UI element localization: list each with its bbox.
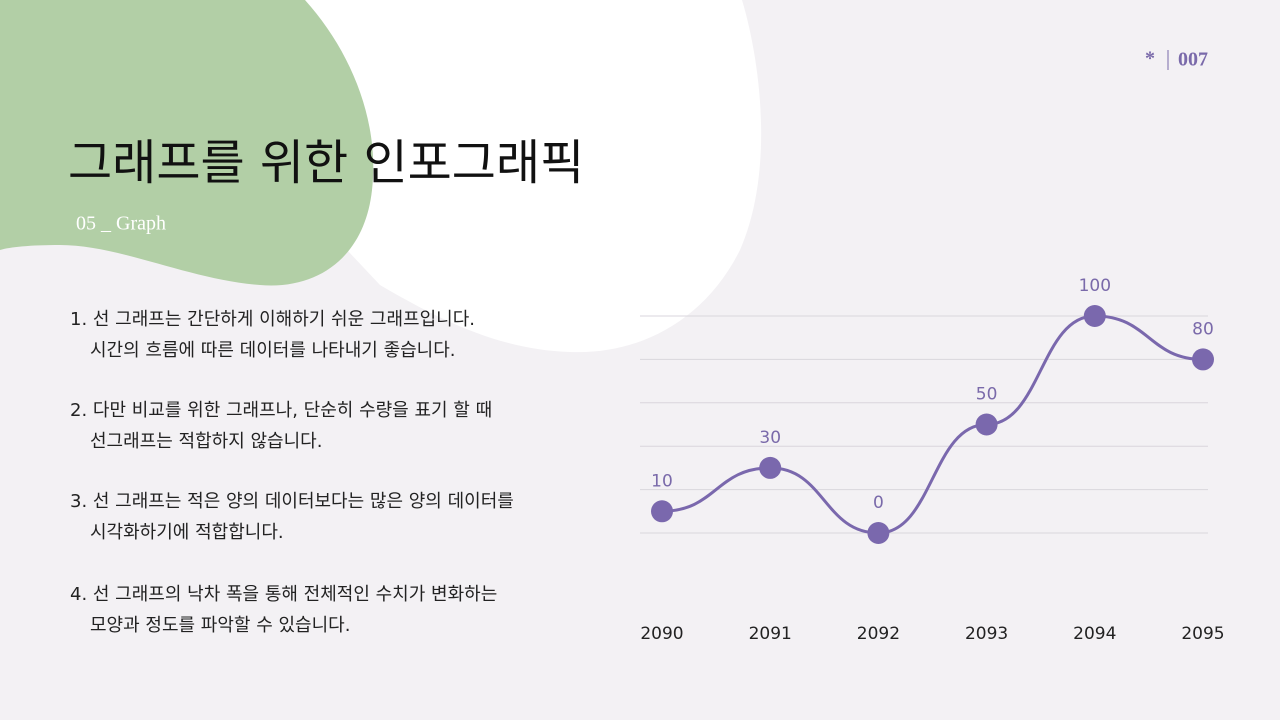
item-line: 3. 선 그래프는 적은 양의 데이터보다는 많은 양의 데이터를: [70, 491, 514, 512]
data-point: [759, 456, 782, 479]
data-point: [1083, 305, 1106, 327]
x-tick-label: 2092: [857, 624, 900, 644]
page-symbol: *: [1145, 48, 1155, 70]
x-tick-label: 2091: [749, 624, 792, 644]
x-tick-label: 2094: [1073, 624, 1116, 644]
data-point: [975, 413, 998, 436]
data-label: 30: [759, 428, 781, 448]
data-label: 0: [873, 493, 884, 513]
item-line: 시각화하기에 적합합니다.: [90, 522, 284, 543]
title: 그래프를 위한 인포그래픽: [68, 135, 584, 191]
data-point: [867, 522, 890, 544]
x-tick-label: 2090: [640, 624, 683, 644]
data-label: 100: [1079, 276, 1111, 296]
data-label: 80: [1192, 319, 1214, 339]
x-tick-label: 2095: [1181, 624, 1224, 644]
data-point: [651, 500, 673, 523]
page-number: 007: [1178, 49, 1208, 71]
item-line: 선그래프는 적합하지 않습니다.: [90, 431, 322, 452]
data-label: 50: [976, 385, 998, 405]
item-line: 1. 선 그래프는 간단하게 이해하기 쉬운 그래프입니다.: [70, 309, 475, 330]
data-label: 10: [651, 471, 673, 491]
chart: 2090 2091 2092 2093 2094 2095 10 30 0 50 100 80: [640, 276, 1225, 644]
item-line: 2. 다만 비교를 위한 그래프나, 단순히 수량을 표기 할 때: [70, 400, 492, 421]
item-list: 1. 선 그래프는 간단하게 이해하기 쉬운 그래프입니다. 시간의 흐름에 따른…: [70, 309, 514, 636]
subtitle: 05 _ Graph: [76, 213, 166, 235]
item-line: 4. 선 그래프의 낙차 폭을 통해 전체적인 수치가 변화하는: [70, 584, 497, 605]
green-blob: [0, 0, 374, 286]
item-line: 모양과 정도를 파악할 수 있습니다.: [90, 615, 350, 636]
item-line: 시간의 흐름에 따른 데이터를 나타내기 좋습니다.: [90, 340, 456, 361]
white-blob: [300, 0, 762, 353]
x-tick-label: 2093: [965, 624, 1008, 644]
data-point: [1192, 348, 1214, 371]
